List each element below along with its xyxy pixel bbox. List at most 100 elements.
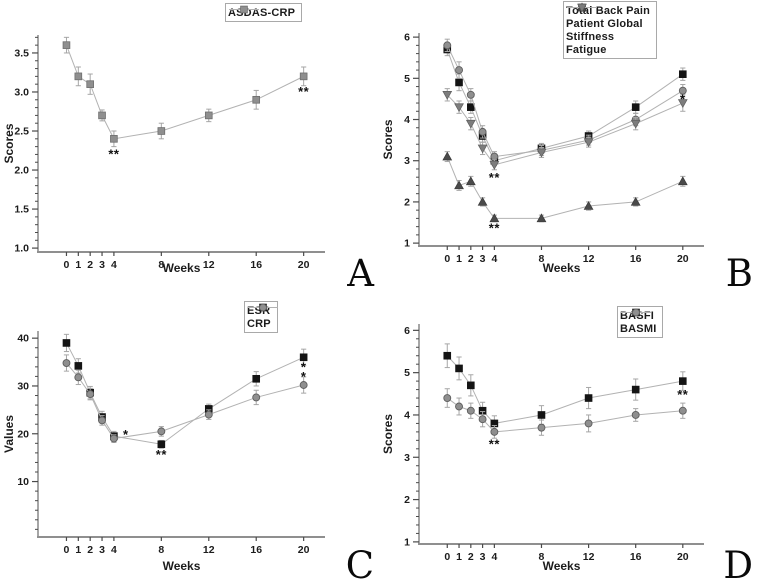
- svg-text:4: 4: [491, 253, 497, 265]
- svg-text:2: 2: [404, 494, 410, 506]
- svg-text:1: 1: [404, 238, 410, 250]
- svg-text:5: 5: [404, 367, 410, 379]
- panel-b: 1 2 3 4 5 6 0 1 2 3 4 8 12 16 20 Scores Weeks ** ** * Total…: [379, 0, 758, 292]
- svg-text:20: 20: [298, 544, 310, 556]
- svg-text:12: 12: [583, 551, 595, 563]
- svg-text:6: 6: [404, 325, 410, 337]
- svg-text:2.5: 2.5: [14, 126, 29, 138]
- svg-text:3.5: 3.5: [14, 47, 29, 59]
- svg-text:6: 6: [404, 32, 410, 44]
- svg-text:8: 8: [539, 253, 545, 265]
- svg-text:0: 0: [444, 551, 450, 563]
- svg-text:2.0: 2.0: [14, 165, 29, 177]
- svg-text:1.5: 1.5: [14, 204, 29, 216]
- svg-text:2: 2: [404, 196, 410, 208]
- square-legend-icon: [229, 5, 259, 14]
- svg-text:12: 12: [203, 259, 215, 271]
- svg-text:3: 3: [404, 452, 410, 464]
- chart-b-legend: Total Back Pain Patient Global Stiffness Fa…: [563, 1, 658, 59]
- svg-text:**: **: [677, 387, 689, 402]
- svg-text:4: 4: [111, 259, 117, 271]
- svg-text:1.0: 1.0: [14, 243, 29, 255]
- svg-text:2: 2: [87, 544, 93, 556]
- svg-text:**: **: [489, 437, 501, 452]
- svg-text:*: *: [301, 369, 307, 384]
- svg-text:16: 16: [250, 544, 262, 556]
- svg-text:*: *: [123, 427, 129, 442]
- legend-label: BASMI: [620, 322, 657, 335]
- svg-text:0: 0: [64, 259, 70, 271]
- svg-text:Scores: Scores: [381, 119, 395, 159]
- svg-text:*: *: [680, 92, 686, 107]
- panel-label-d: D: [723, 544, 753, 587]
- svg-text:16: 16: [630, 253, 642, 265]
- legend-entry: ASDAS-CRP: [228, 5, 295, 19]
- svg-text:16: 16: [250, 259, 262, 271]
- svg-text:30: 30: [17, 380, 29, 392]
- svg-text:Values: Values: [2, 415, 16, 453]
- svg-text:1: 1: [75, 259, 81, 271]
- chart-c-legend: ESR CRP: [244, 301, 278, 333]
- svg-text:20: 20: [298, 259, 310, 271]
- svg-text:40: 40: [17, 333, 29, 345]
- svg-text:Weeks: Weeks: [543, 261, 581, 275]
- legend-label: Stiffness: [566, 30, 615, 43]
- svg-text:2: 2: [87, 259, 93, 271]
- panel-label-b: B: [725, 252, 753, 295]
- panel-c: 10 20 30 40 0 1 2 3 4 8 12 16 20 Values Weeks * ** * * ESR…: [0, 292, 379, 584]
- svg-text:20: 20: [17, 428, 29, 440]
- legend-label: Fatigue: [566, 43, 607, 56]
- svg-text:*: *: [301, 359, 307, 374]
- svg-text:**: **: [298, 84, 310, 99]
- circle-legend-icon: [621, 308, 651, 317]
- svg-text:**: **: [489, 170, 501, 185]
- svg-text:10: 10: [17, 476, 29, 488]
- svg-text:**: **: [489, 220, 501, 235]
- triangle-down-legend-icon: [567, 3, 597, 13]
- svg-text:16: 16: [630, 551, 642, 563]
- chart-d-legend: BASFIBASMI: [617, 306, 664, 338]
- svg-text:1: 1: [75, 544, 81, 556]
- svg-text:3: 3: [99, 259, 105, 271]
- svg-text:2: 2: [468, 253, 474, 265]
- svg-text:Weeks: Weeks: [163, 261, 201, 275]
- chart-a-canvas: 1.01.52.02.53.03.50 1 2 3 4 8 12 16 20ScoresWeek…: [2, 35, 325, 275]
- svg-text:3: 3: [480, 253, 486, 265]
- svg-text:12: 12: [583, 253, 595, 265]
- svg-text:1: 1: [456, 551, 462, 563]
- svg-text:Weeks: Weeks: [163, 559, 201, 573]
- svg-text:5: 5: [404, 73, 410, 85]
- svg-text:**: **: [108, 146, 120, 161]
- panel-label-c: C: [345, 544, 374, 587]
- legend-entry: CRP: [247, 303, 278, 330]
- panel-a: 1.0 1.5 2.0 2.5 3.0 3.5 0 1 2 3 4 8 12 16 20 Scores Week…: [0, 0, 379, 292]
- svg-text:8: 8: [158, 544, 164, 556]
- svg-text:8: 8: [539, 551, 545, 563]
- svg-text:2: 2: [468, 551, 474, 563]
- legend-label: Patient Global: [566, 17, 643, 30]
- legend-entry: Patient Global: [566, 3, 650, 30]
- svg-text:0: 0: [444, 253, 450, 265]
- svg-text:12: 12: [203, 544, 215, 556]
- svg-text:4: 4: [491, 551, 497, 563]
- svg-text:8: 8: [158, 259, 164, 271]
- svg-text:3.0: 3.0: [14, 86, 29, 98]
- svg-text:3: 3: [404, 155, 410, 167]
- legend-entry: Stiffness: [566, 2, 650, 43]
- svg-text:4: 4: [111, 544, 117, 556]
- svg-text:4: 4: [404, 409, 410, 421]
- svg-text:0: 0: [64, 544, 70, 556]
- svg-text:Weeks: Weeks: [543, 559, 581, 573]
- circle-legend-icon: [248, 303, 278, 312]
- svg-text:20: 20: [677, 551, 689, 563]
- svg-text:Scores: Scores: [2, 123, 16, 163]
- legend-label: CRP: [247, 317, 271, 330]
- legend-entry: Fatigue: [566, 3, 650, 56]
- svg-text:3: 3: [99, 544, 105, 556]
- svg-text:3: 3: [480, 551, 486, 563]
- svg-text:1: 1: [456, 253, 462, 265]
